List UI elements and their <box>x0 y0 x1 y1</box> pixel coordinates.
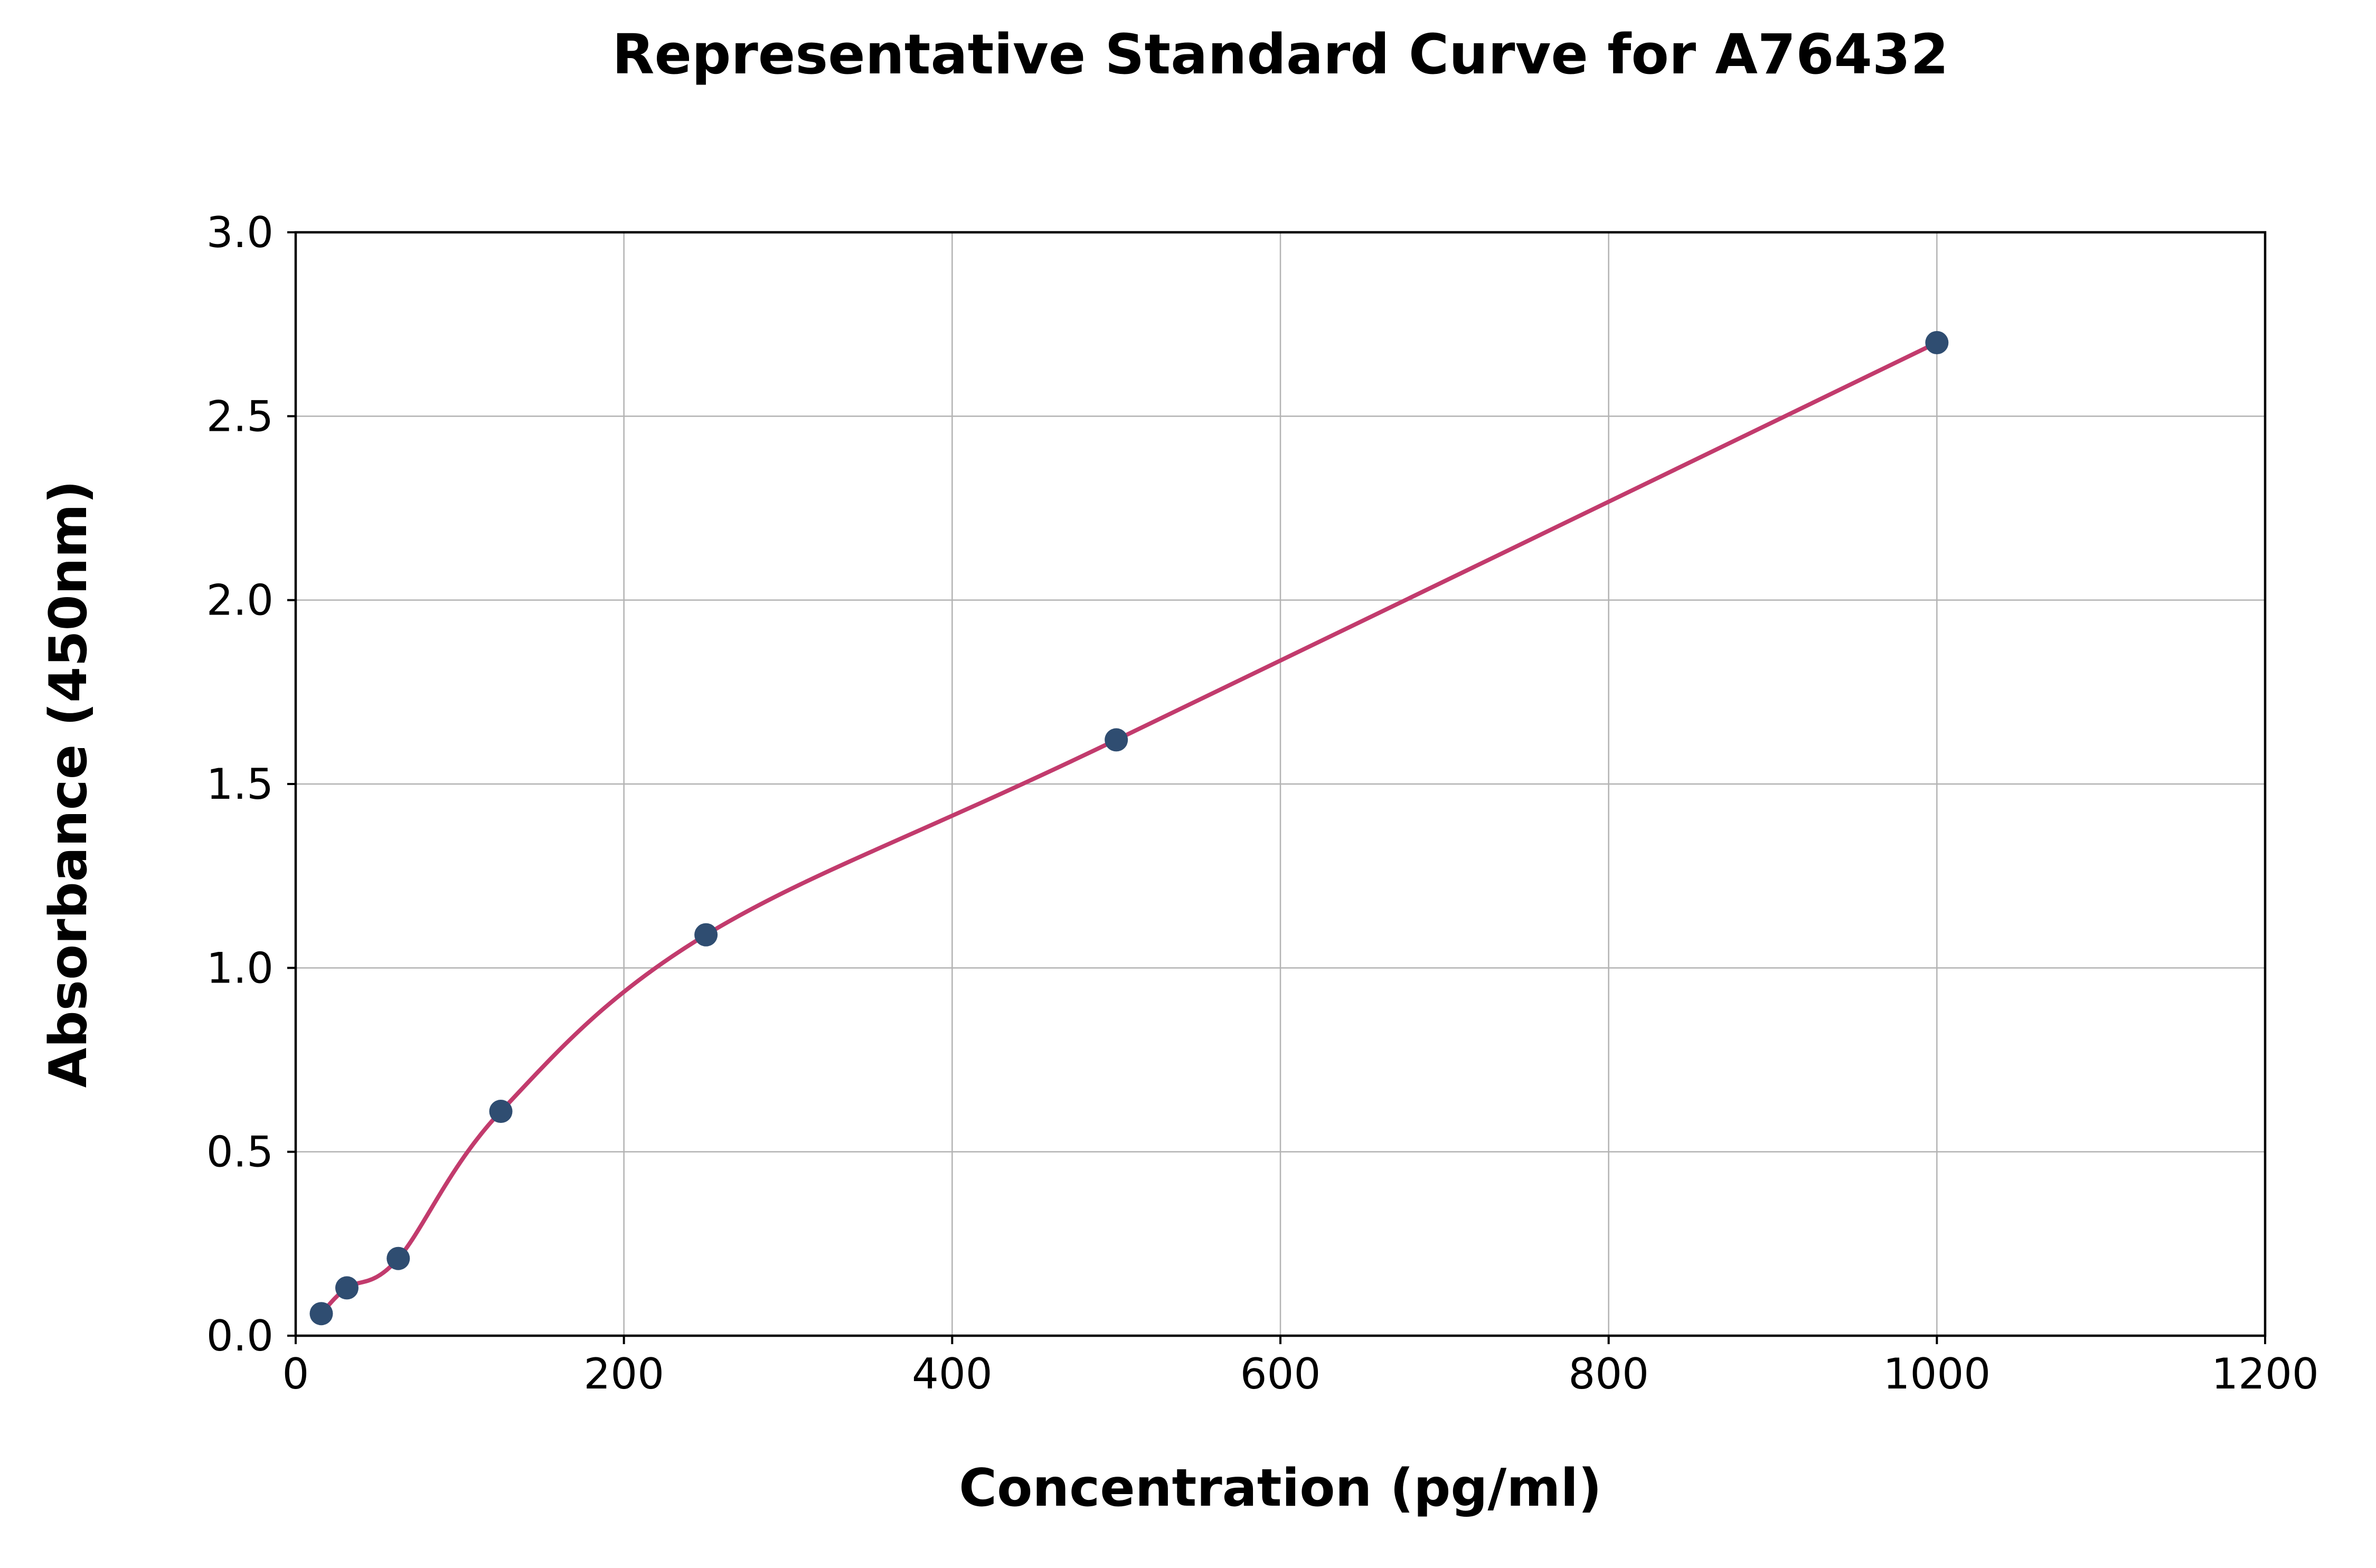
y-tick-label: 1.0 <box>206 943 274 993</box>
x-tick-label: 1200 <box>2211 1349 2319 1399</box>
y-tick-label: 2.0 <box>206 576 274 625</box>
y-tick-label: 1.5 <box>206 760 274 809</box>
y-axis-label: Absorbance (450nm) <box>39 480 99 1088</box>
fitted-standard-curve <box>319 341 1939 1316</box>
x-tick-label: 1000 <box>1883 1349 1991 1399</box>
standard-data-point <box>386 1246 410 1270</box>
standard-data-point <box>694 923 718 947</box>
standard-data-point <box>1925 331 1949 354</box>
y-tick-label: 3.0 <box>206 208 274 257</box>
standard-data-point <box>335 1276 359 1300</box>
y-tick-label: 0.0 <box>206 1311 274 1361</box>
x-axis-label: Concentration (pg/ml) <box>959 1458 1602 1518</box>
y-tick-label: 0.5 <box>206 1128 274 1177</box>
standard-data-point <box>1105 728 1128 752</box>
x-tick-label: 600 <box>1240 1349 1321 1399</box>
x-tick-label: 400 <box>912 1349 993 1399</box>
x-tick-label: 200 <box>583 1349 664 1399</box>
chart-title: Representative Standard Curve for A76432 <box>612 22 1949 87</box>
x-tick-label: 800 <box>1568 1349 1649 1399</box>
plot-border <box>294 231 2267 1337</box>
standard-data-point <box>309 1302 333 1326</box>
y-tick-label: 2.5 <box>206 392 274 441</box>
x-tick-label: 0 <box>282 1349 309 1399</box>
standard-data-point <box>489 1100 513 1123</box>
